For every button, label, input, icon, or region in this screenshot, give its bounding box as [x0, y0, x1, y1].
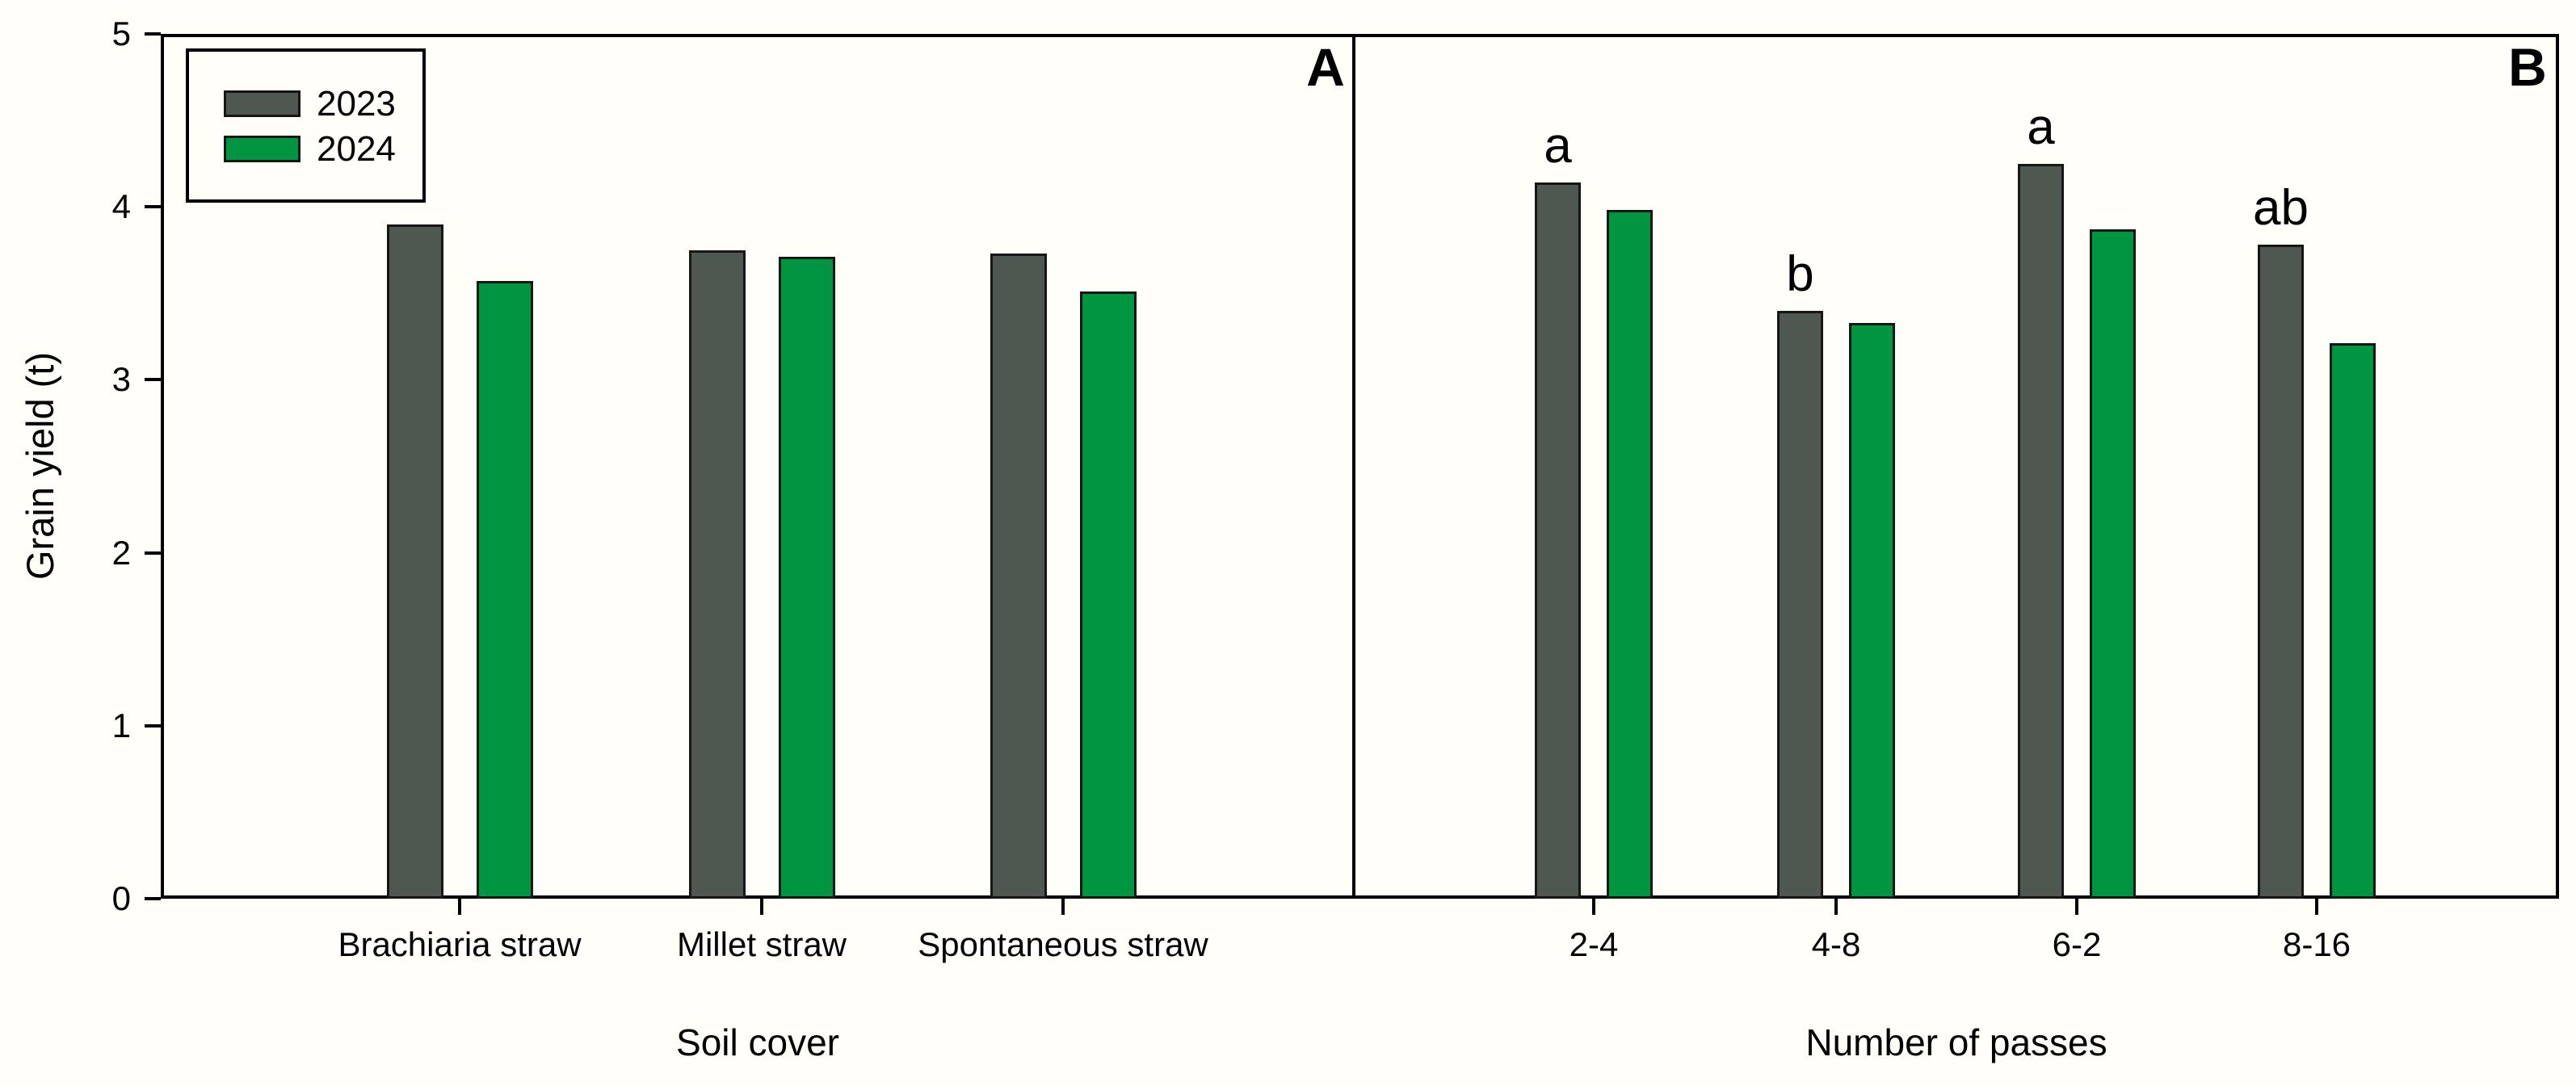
legend-label-2024: 2024 [317, 129, 396, 169]
category-label-millet-straw: Millet straw [676, 925, 847, 963]
legend-swatch-2024 [224, 136, 300, 162]
x-axis-title-number-of-passes: Number of passes [1805, 1021, 2107, 1063]
bar-2023-spontaneous-straw [990, 254, 1047, 899]
bar-2023-4-8 [1777, 310, 1823, 899]
legend-label-2023: 2023 [317, 84, 396, 124]
y-axis-tick [145, 205, 161, 209]
bar-2023-brachiaria-straw [386, 224, 443, 899]
bar-2023-8-16 [2258, 245, 2304, 899]
x-axis-tick [2315, 899, 2318, 915]
x-axis-tick [1592, 899, 1595, 915]
significance-letter-4-8: b [1786, 245, 1814, 302]
y-axis-title: Grain yield (t) [19, 351, 61, 581]
y-axis-tick [145, 32, 161, 36]
x-axis-tick [1834, 899, 1838, 915]
significance-letter-6-2: a [2027, 99, 2055, 155]
y-axis-tick [145, 551, 161, 555]
category-label-2-4: 2-4 [1569, 925, 1619, 963]
y-axis-tick-label: 0 [111, 879, 131, 917]
x-axis-tick [760, 899, 763, 915]
bar-2024-brachiaria-straw [476, 281, 533, 899]
y-axis-tick-label: 1 [111, 706, 131, 744]
x-axis-tick [458, 899, 461, 915]
y-axis-tick [145, 378, 161, 382]
legend: 2023 2024 [186, 48, 426, 203]
panel-divider [1352, 34, 1355, 899]
bar-2024-8-16 [2330, 343, 2376, 899]
x-axis-tick [1061, 899, 1065, 915]
category-label-8-16: 8-16 [2282, 925, 2351, 963]
panel-label-A: A [1306, 37, 1345, 97]
x-axis-tick [2075, 899, 2078, 915]
bar-2023-6-2 [2018, 163, 2064, 899]
category-label-spontaneous-straw: Spontaneous straw [918, 925, 1208, 963]
y-axis-tick-label: 3 [111, 360, 131, 399]
category-label-6-2: 6-2 [2052, 925, 2102, 963]
category-label-brachiaria-straw: Brachiaria straw [338, 925, 582, 963]
y-axis-tick [145, 723, 161, 727]
bar-2024-spontaneous-straw [1079, 291, 1137, 899]
significance-letter-2-4: a [1544, 118, 1572, 174]
y-axis-tick-label: 2 [111, 533, 131, 572]
x-axis-title-soil-cover: Soil cover [676, 1021, 839, 1063]
y-axis-tick [145, 897, 161, 900]
bar-2023-2-4 [1535, 182, 1581, 899]
panel-label-B: B [2508, 37, 2547, 97]
legend-swatch-2023 [224, 90, 300, 117]
bar-2024-millet-straw [778, 257, 835, 899]
bar-2023-millet-straw [688, 249, 746, 899]
plot-frame [161, 34, 2559, 899]
bar-2024-4-8 [1849, 322, 1895, 899]
bar-2024-6-2 [2090, 229, 2136, 899]
y-axis-tick-label: 5 [111, 15, 131, 52]
category-label-4-8: 4-8 [1811, 925, 1861, 963]
significance-letter-8-16: ab [2253, 180, 2309, 237]
y-axis-tick-label: 4 [111, 187, 131, 226]
bar-2024-2-4 [1607, 210, 1653, 899]
